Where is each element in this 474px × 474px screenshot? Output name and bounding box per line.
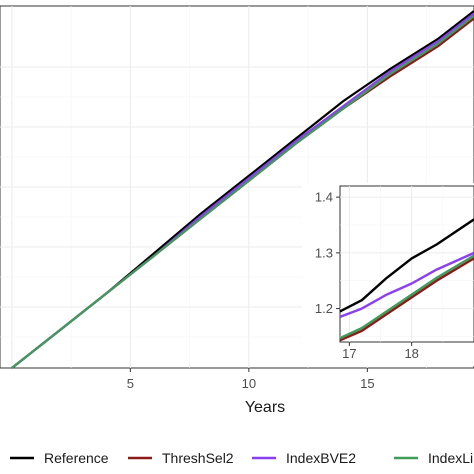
x-axis-title: Years xyxy=(245,399,285,416)
inset-plot: 1.2 1.3 1.4 17 18 xyxy=(302,183,474,366)
inset-x-tick-label: 18 xyxy=(404,346,418,361)
x-tick-label: 15 xyxy=(360,376,374,391)
legend: Reference ThreshSel2 IndexBVE2 IndexLi xyxy=(10,450,473,466)
inset-y-tick-label: 1.2 xyxy=(315,301,333,316)
legend-item-threshsel2: ThreshSel2 xyxy=(128,450,234,466)
legend-item-indexli: IndexLi xyxy=(394,450,473,466)
inset-panel-border xyxy=(339,185,474,343)
legend-label: IndexLi xyxy=(428,450,473,466)
inset-series-line-indexbve2 xyxy=(339,251,474,319)
inset-x-tick-label: 17 xyxy=(342,346,356,361)
x-tick-label: 10 xyxy=(242,376,256,391)
inset-y-tick-label: 1.4 xyxy=(315,190,333,205)
legend-label: Reference xyxy=(44,450,109,466)
main-series-lines xyxy=(11,10,474,369)
x-tick-label: 5 xyxy=(127,376,134,391)
inset-gridlines xyxy=(340,186,474,342)
inset-series-lines xyxy=(339,218,474,342)
legend-item-indexbve2: IndexBVE2 xyxy=(252,450,356,466)
inset-series-line-reference xyxy=(339,218,474,313)
main-x-tick-labels: 5 10 15 xyxy=(127,368,375,391)
series-line-indexli xyxy=(11,15,474,369)
inset-series-line-indexli xyxy=(339,254,474,340)
inset-y-tick-label: 1.3 xyxy=(315,245,333,260)
legend-item-reference: Reference xyxy=(10,450,109,466)
legend-label: ThreshSel2 xyxy=(162,450,234,466)
legend-label: IndexBVE2 xyxy=(286,450,356,466)
inset-series-line-threshsel2 xyxy=(339,257,474,342)
